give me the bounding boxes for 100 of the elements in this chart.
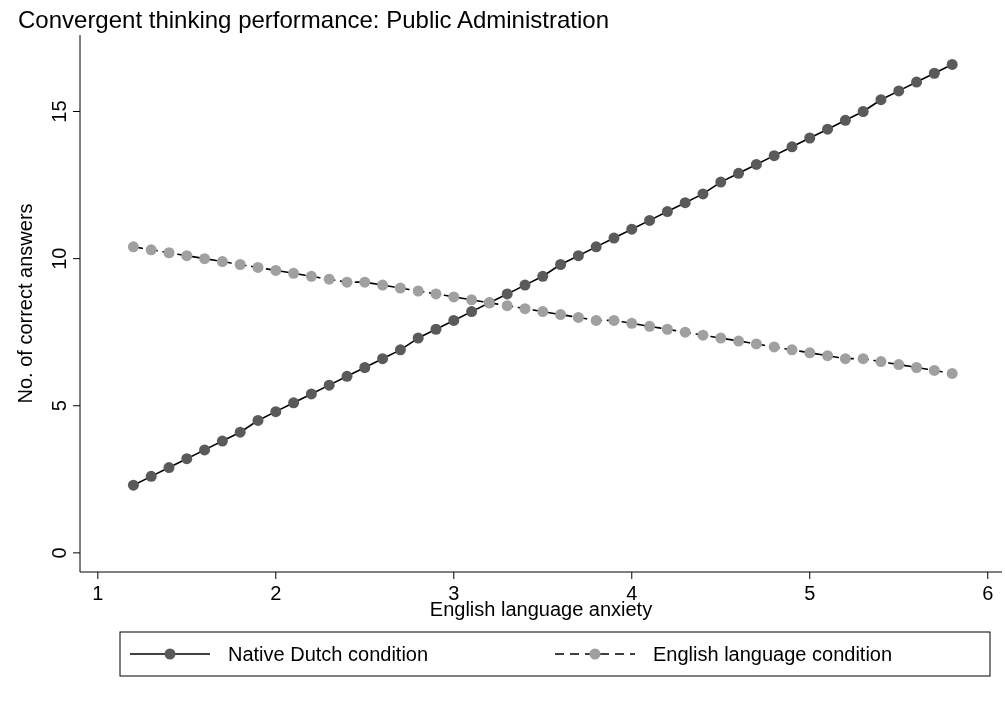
- point: [145, 244, 157, 256]
- point: [679, 197, 691, 209]
- point: [911, 76, 923, 88]
- point: [430, 323, 442, 335]
- x-tick-label: 6: [982, 582, 994, 604]
- point: [608, 314, 620, 326]
- point: [572, 250, 584, 262]
- point: [697, 188, 709, 200]
- point: [715, 176, 727, 188]
- point: [786, 344, 798, 356]
- point: [359, 362, 371, 373]
- point: [466, 294, 478, 306]
- point: [448, 314, 460, 326]
- point: [234, 426, 246, 438]
- point: [750, 158, 762, 170]
- point: [199, 253, 211, 265]
- y-tick-label: 10: [48, 247, 70, 270]
- point: [305, 388, 317, 400]
- point: [875, 356, 887, 368]
- x-tick-label: 5: [804, 582, 816, 604]
- legend-label: English language condition: [653, 643, 893, 665]
- point: [804, 347, 816, 359]
- point: [394, 344, 406, 356]
- point: [163, 247, 175, 259]
- point: [572, 311, 584, 323]
- point: [661, 206, 673, 218]
- point: [946, 58, 958, 70]
- point: [127, 479, 139, 491]
- point: [448, 291, 460, 303]
- point: [768, 150, 780, 162]
- y-tick-label: 0: [48, 547, 70, 559]
- point: [466, 306, 478, 318]
- point: [928, 67, 940, 79]
- point: [199, 444, 211, 456]
- point: [697, 329, 709, 341]
- point: [270, 264, 282, 276]
- point: [946, 367, 958, 379]
- point: [234, 259, 246, 271]
- point: [768, 341, 780, 353]
- point: [928, 364, 940, 376]
- point: [661, 323, 673, 335]
- point: [644, 214, 656, 226]
- x-tick-label: 4: [626, 582, 638, 604]
- point: [911, 362, 923, 373]
- point: [626, 223, 638, 235]
- point: [216, 435, 228, 447]
- point: [590, 314, 602, 326]
- point: [288, 397, 300, 409]
- y-tick-label: 5: [48, 400, 70, 412]
- point: [394, 282, 406, 294]
- point: [341, 370, 353, 382]
- point: [715, 332, 727, 344]
- point: [893, 85, 905, 97]
- chart-title: Convergent thinking performance: Public Administration: [18, 6, 609, 33]
- point: [822, 350, 834, 362]
- point: [323, 379, 335, 391]
- point: [733, 167, 745, 179]
- point: [377, 353, 389, 365]
- point: [875, 94, 887, 106]
- y-tick-label: 15: [48, 100, 70, 123]
- point: [323, 273, 335, 285]
- legend-label: Native Dutch condition: [228, 643, 429, 665]
- point: [305, 270, 317, 282]
- point: [750, 338, 762, 350]
- x-tick-label: 3: [448, 582, 460, 604]
- point: [839, 353, 851, 365]
- point: [555, 309, 567, 321]
- point: [519, 279, 531, 291]
- point: [359, 276, 371, 288]
- point: [145, 470, 157, 482]
- point: [857, 353, 869, 365]
- point: [822, 123, 834, 135]
- point: [501, 288, 513, 300]
- point: [733, 335, 745, 347]
- point: [519, 303, 531, 315]
- point: [804, 132, 816, 144]
- point: [537, 270, 549, 282]
- point: [857, 106, 869, 117]
- point: [377, 279, 389, 291]
- point: [252, 414, 264, 426]
- point: [341, 276, 353, 288]
- point: [555, 259, 567, 271]
- point: [679, 326, 691, 338]
- x-tick-label: 2: [270, 582, 282, 604]
- point: [216, 256, 228, 268]
- point: [412, 285, 424, 297]
- point: [537, 306, 549, 318]
- y-axis-title: No. of correct answers: [14, 203, 36, 404]
- point: [270, 406, 282, 418]
- point: [893, 359, 905, 371]
- point: [430, 288, 442, 300]
- point: [590, 241, 602, 253]
- point: [608, 232, 620, 244]
- point: [181, 250, 193, 262]
- point: [644, 320, 656, 332]
- point: [127, 241, 139, 253]
- point: [501, 300, 513, 312]
- point: [839, 114, 851, 126]
- point: [288, 267, 300, 279]
- point: [181, 453, 193, 465]
